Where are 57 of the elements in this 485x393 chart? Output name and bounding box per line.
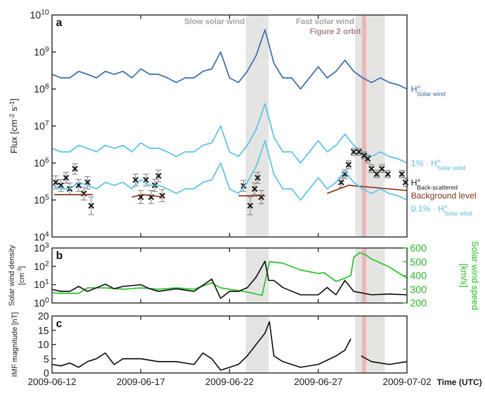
point [132,176,139,184]
point [138,194,144,200]
chart-title: b [56,250,63,262]
point [80,190,87,197]
x-tick-label: 2009-06-17 [116,377,166,388]
line-series [51,252,408,296]
line-series [51,29,408,90]
chart-title: a [56,17,63,29]
point [84,179,91,186]
y-tick-label: 10$^{8}$ [34,81,49,96]
y-tick-label: 0 [43,368,50,380]
point [258,194,264,200]
point [142,176,150,184]
y-tick-label: 10$^{1}$ [34,276,49,292]
y-tick-label: 10$^{7}$ [34,118,49,132]
point [62,174,70,181]
y-tick-label: 10$^{5}$ [34,192,49,206]
point [254,174,261,181]
y2-tick-label: 200 [410,298,428,310]
x-tick-label: 2009-06-22 [205,377,254,388]
line-series [51,140,408,201]
band-label: Figure 2 orbit [310,27,362,36]
point [159,192,166,199]
band-label: Slow solar wind [184,17,245,26]
x-tick-label: 2009-06-27 [294,377,343,388]
series-label: Background level [411,190,476,200]
y-tick-label: 10$^{6}$ [34,155,49,170]
y-tick-label: 20 [38,312,50,322]
y2-tick-label: 600 [410,244,428,254]
point [72,166,78,172]
point [247,202,254,209]
y-tick-label: 10$^{9}$ [34,44,49,58]
y-tick-label: 10$^{10}$ [30,7,49,22]
point [66,186,73,192]
point [75,182,82,188]
y-tick-label: 10 [38,340,50,351]
x-axis-title: Time (UTC) [436,377,482,387]
y2-tick-label: 300 [410,284,428,296]
point [240,182,247,190]
point [251,186,258,192]
y2-axis-title: Solar wind speed [km/s] [459,240,480,310]
y2-tick-label: 500 [410,257,428,268]
y-tick-label: 10$^{0}$ [34,295,49,310]
y-tick-label: 10$^{2}$ [34,258,49,273]
point [148,194,154,200]
x-tick-label: 2009-07-02 [382,377,432,388]
point [152,182,158,188]
point [155,172,162,180]
x-tick-label: 2009-06-12 [28,377,76,388]
y-tick-label: 5 [43,354,50,366]
chart-title: c [56,318,62,330]
line-series [51,260,408,299]
line-series [51,103,408,164]
y2-tick-label: 400 [410,271,428,282]
band-label: Fast solar wind [296,17,354,26]
point [88,202,94,209]
y-tick-label: 15 [38,326,50,337]
